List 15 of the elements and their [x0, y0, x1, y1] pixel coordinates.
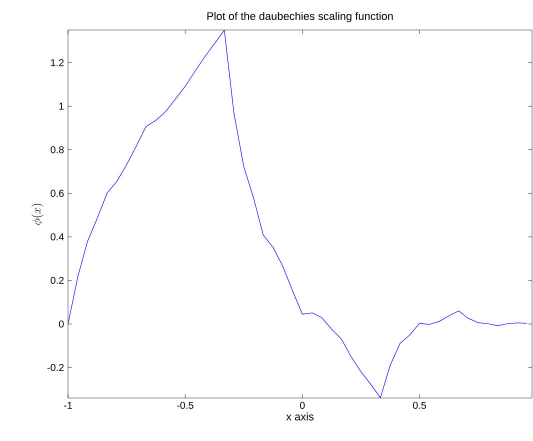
chart-title: Plot of the daubechies scaling function	[207, 12, 393, 22]
x-tick-label: -0.5	[177, 402, 194, 409]
y-tick-label: 1.2	[51, 59, 64, 66]
y-tick-label: 0	[59, 320, 64, 328]
y-tick-label: 0.4	[50, 233, 64, 240]
x-tick-label: 0.5	[412, 402, 426, 409]
x-tick-label: 0	[300, 402, 305, 409]
y-tick-label: 1	[59, 102, 64, 110]
x-tick-label: -1	[64, 402, 72, 409]
x-axis-title: x axis	[286, 412, 314, 420]
y-axis-title: $\phi(x)$	[32, 204, 44, 225]
y-tick-label: 0.6	[50, 190, 64, 197]
y-tick-label: 0.2	[50, 276, 64, 284]
y-tick-label: -0.2	[47, 364, 64, 372]
y-tick-label: 0.8	[50, 146, 64, 154]
